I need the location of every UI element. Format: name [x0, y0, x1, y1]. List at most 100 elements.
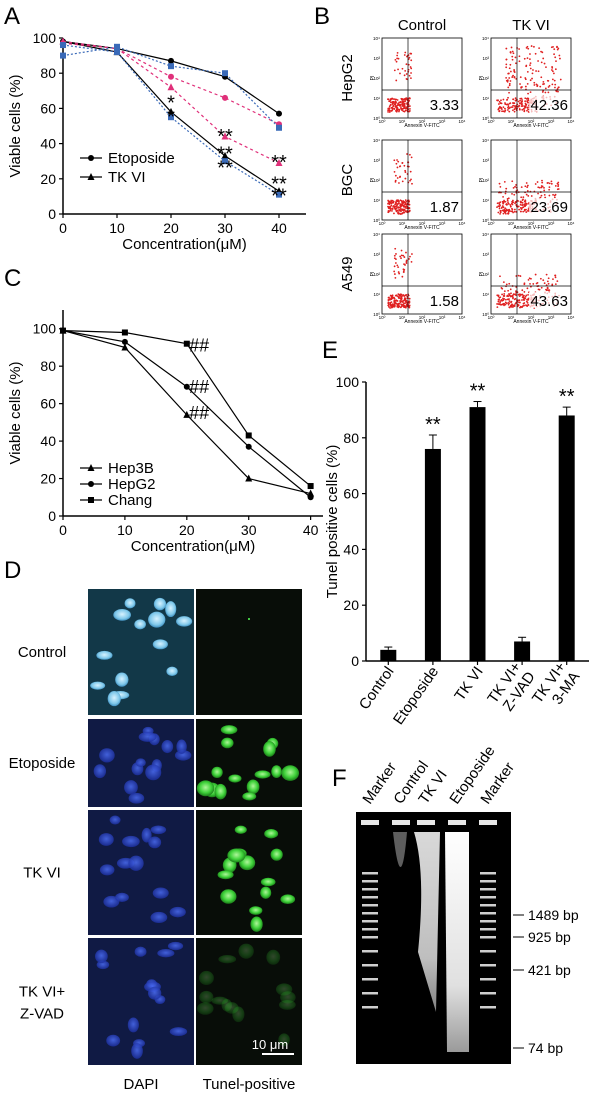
flow-event [522, 206, 525, 209]
flow-event [507, 295, 510, 298]
x-tick-label: 30 [241, 522, 257, 538]
cell-nucleus [220, 725, 238, 735]
flow-event [524, 105, 527, 108]
flow-event [529, 91, 532, 94]
flow-event [395, 162, 398, 165]
y-tick-label: 20 [40, 471, 56, 487]
flow-event [409, 108, 411, 110]
significance-mark: ** [271, 186, 287, 208]
flow-event [519, 275, 522, 277]
flow-event [393, 304, 396, 306]
flow-event [526, 82, 529, 85]
data-point [183, 383, 190, 390]
flow-event [404, 177, 407, 180]
flow-event [404, 199, 407, 202]
flow-event [543, 186, 545, 189]
legend: Etoposide TK VI [80, 150, 175, 186]
flow-x-axis-label: Annexin V-FITC [513, 123, 549, 129]
flow-row-label: HepG2 [339, 54, 356, 102]
flow-event [505, 63, 508, 66]
ladder-band [480, 888, 496, 891]
flow-event [403, 164, 406, 167]
flow-event [542, 57, 545, 60]
gel-well-band [361, 820, 379, 825]
flow-event [504, 109, 507, 112]
apoptosis-percentage: 1.58 [430, 293, 459, 310]
ladder-band [362, 872, 378, 875]
flow-event [539, 85, 542, 88]
flow-event [395, 258, 397, 261]
ladder-band [362, 920, 378, 923]
flow-event [401, 109, 404, 112]
flow-event [408, 105, 411, 107]
flow-event [523, 304, 526, 307]
flow-x-tick: 10⁰ [488, 221, 495, 226]
flow-event [509, 205, 512, 208]
flow-y-tick: 10⁴ [482, 138, 489, 143]
legend-marker [88, 497, 94, 503]
flow-event [396, 99, 399, 101]
microscopy-row-label-line: Z-VAD [20, 1006, 64, 1023]
flow-y-axis-label: PI [370, 272, 376, 277]
y-tick-label: 60 [343, 486, 359, 502]
apoptosis-percentage: 42.36 [530, 97, 568, 114]
cell-nucleus [99, 748, 115, 763]
flow-event [526, 184, 529, 187]
flow-event [504, 192, 507, 195]
data-point [60, 42, 66, 49]
dapi-image [88, 938, 194, 1065]
legend-entry: HepG2 [108, 476, 156, 493]
flow-event [392, 204, 395, 207]
flow-event [403, 98, 405, 101]
flow-event [402, 268, 405, 271]
flow-event [519, 83, 521, 85]
flow-event [496, 306, 499, 309]
flow-event [545, 284, 548, 287]
flow-event [402, 271, 405, 274]
flow-event [408, 301, 411, 304]
flow-event [499, 275, 501, 278]
flow-event [503, 208, 506, 211]
legend-marker [88, 155, 94, 161]
dapi-image [88, 589, 194, 715]
flow-event [525, 182, 528, 184]
flow-event [388, 202, 390, 205]
flow-event [504, 303, 507, 306]
flow-event [397, 271, 400, 273]
flow-event [410, 178, 412, 181]
flow-event [523, 57, 526, 60]
flow-event [508, 67, 511, 70]
flow-event [400, 257, 402, 260]
microscopy-row-label-line: Etoposide [9, 755, 76, 772]
flow-event [503, 304, 505, 307]
flow-event [518, 104, 521, 107]
flow-event [404, 109, 407, 112]
flow-event [519, 203, 522, 206]
flow-event [556, 87, 559, 90]
flow-row-label: A549 [339, 256, 356, 291]
cell-nucleus [218, 955, 237, 964]
ladder-band [362, 992, 378, 995]
flow-event [508, 208, 511, 211]
flow-event [391, 210, 393, 212]
flow-event [403, 306, 406, 309]
flow-event [525, 193, 528, 196]
flow-event [544, 87, 547, 90]
flow-event [500, 299, 503, 301]
flow-event [511, 106, 514, 109]
flow-event [396, 57, 399, 60]
flow-event [396, 264, 399, 267]
flow-event [529, 58, 531, 61]
flow-event [393, 270, 396, 273]
microscopy-row-label-line: TK VI [23, 865, 61, 882]
flow-event [522, 210, 525, 213]
cell-nucleus [227, 848, 246, 863]
cell-nucleus [278, 999, 296, 1010]
flow-event [389, 301, 392, 304]
gel-well-band [417, 820, 435, 825]
flow-event [402, 294, 405, 296]
flow-event [499, 185, 502, 188]
flow-event [521, 103, 524, 105]
flow-event [396, 200, 399, 203]
